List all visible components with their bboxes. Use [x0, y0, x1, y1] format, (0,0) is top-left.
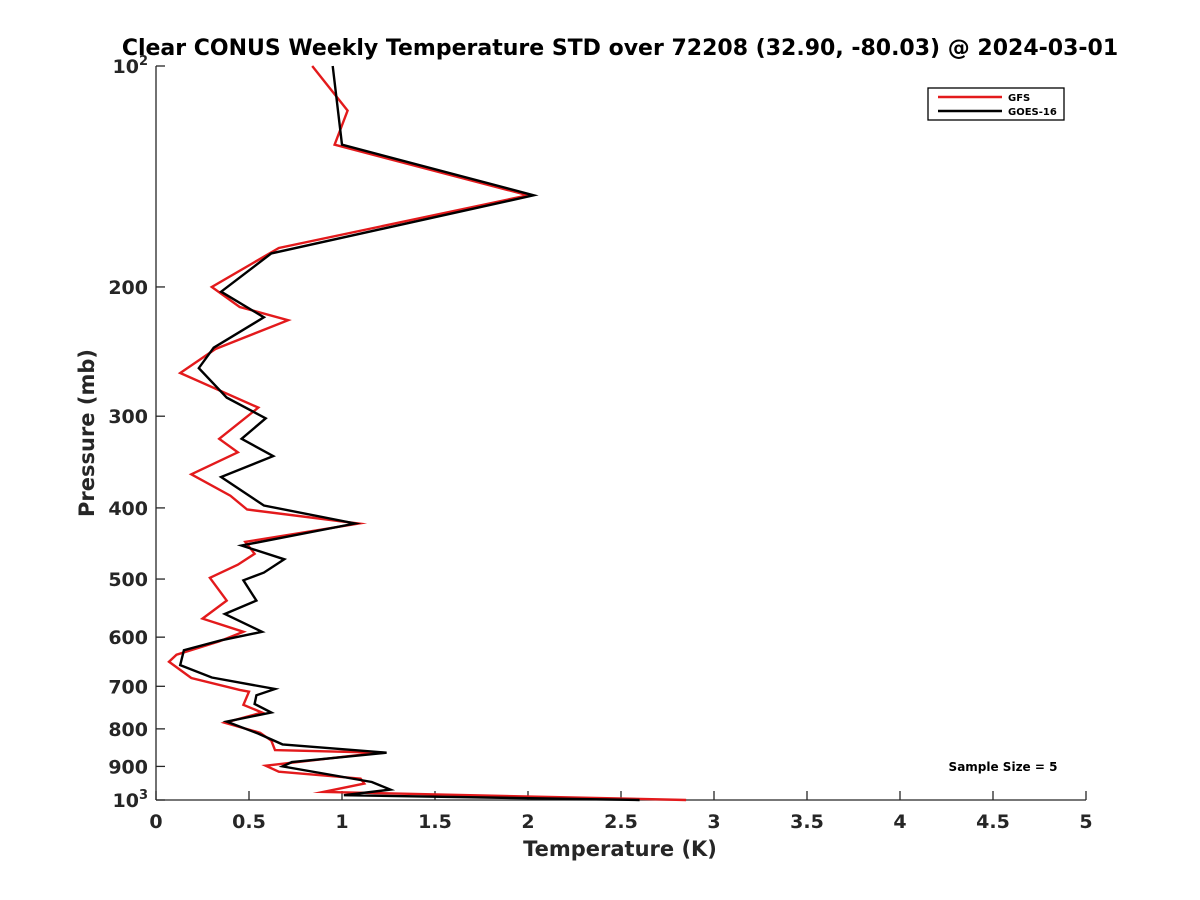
x-tick-label: 2.5 [604, 811, 638, 833]
legend-box [927, 87, 1065, 121]
x-ticks: 0 0.5 1 1.5 2 2.5 3 3.5 4 4.5 5 [149, 791, 1093, 833]
y-ticks: 102 200 300 400 500 600 700 800 900 103 [108, 54, 165, 812]
x-tick-label: 1.5 [418, 811, 452, 833]
x-axis-title: Temperature (K) [523, 837, 717, 861]
y-tick-label: 800 [108, 719, 148, 741]
legend: GFS GOES-16 [927, 87, 1065, 121]
legend-label: GFS [1008, 93, 1030, 104]
x-tick-label: 2 [521, 811, 534, 833]
x-tick-label: 0 [149, 811, 162, 833]
sample-size-annotation: Sample Size = 5 [949, 760, 1058, 774]
y-tick-label: 300 [108, 406, 148, 428]
y-tick-label: 700 [108, 676, 148, 698]
y-tick-label: 500 [108, 569, 148, 591]
x-tick-label: 3 [707, 811, 720, 833]
y-tick-label: 200 [108, 277, 148, 299]
x-tick-label: 3.5 [790, 811, 824, 833]
y-axis-title: Pressure (mb) [75, 349, 99, 517]
x-tick-label: 5 [1079, 811, 1092, 833]
x-tick-label: 0.5 [232, 811, 266, 833]
y-tick-label: 102 [113, 54, 149, 78]
plot-area: 0 0.5 1 1.5 2 2.5 3 3.5 4 4.5 5 102 200 300 400 500 600… [108, 54, 1092, 833]
legend-items: GFS GOES-16 [938, 93, 1057, 118]
y-tick-label: 103 [113, 788, 149, 812]
chart-title: Clear CONUS Weekly Temperature STD over … [122, 36, 1118, 61]
x-tick-label: 4.5 [976, 811, 1010, 833]
legend-label: GOES-16 [1008, 107, 1057, 118]
x-tick-label: 1 [335, 811, 348, 833]
x-tick-label: 4 [893, 811, 906, 833]
y-tick-label: 900 [108, 756, 148, 778]
series-line-goes-16 [178, 65, 640, 802]
y-tick-label: 600 [108, 627, 148, 649]
y-tick-label: 400 [108, 498, 148, 520]
series-lines [167, 65, 687, 802]
series-line-gfs [167, 65, 687, 802]
axes [155, 66, 1086, 801]
